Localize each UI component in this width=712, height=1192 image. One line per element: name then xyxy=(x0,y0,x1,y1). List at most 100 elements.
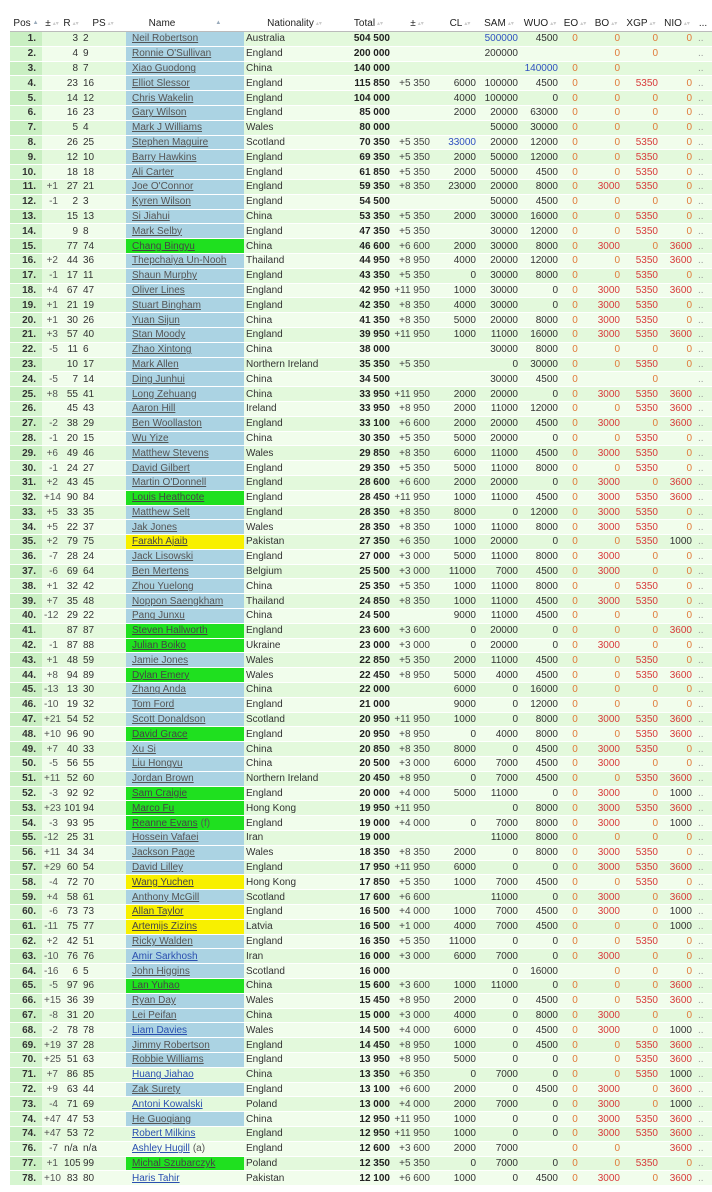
column-header-eo[interactable]: EO ▴▾ xyxy=(560,16,590,32)
player-link[interactable]: Anthony McGill xyxy=(132,891,200,903)
player-link[interactable]: Jackson Page xyxy=(132,847,195,859)
player-link[interactable]: Amir Sarkhosh xyxy=(132,950,198,962)
sort-icon[interactable]: ▴▾ xyxy=(464,20,471,27)
player-link[interactable]: Farakh Ajaib xyxy=(132,536,188,548)
player-link[interactable]: Mark J Williams xyxy=(132,122,202,134)
sort-icon[interactable]: ▴▾ xyxy=(507,20,514,27)
player-link[interactable]: Xiao Guodong xyxy=(132,62,196,74)
player-link[interactable]: Steven Hallworth xyxy=(132,625,208,637)
player-link[interactable]: Neil Robertson xyxy=(132,33,199,45)
player-link[interactable]: Pang Junxu xyxy=(132,610,185,622)
player-link[interactable]: Ryan Day xyxy=(132,995,176,1007)
column-header-name[interactable]: Name ▲ xyxy=(126,16,244,32)
player-link[interactable]: Jak Jones xyxy=(132,521,178,533)
player-link[interactable]: Huang Jiahao xyxy=(132,1069,194,1081)
player-link[interactable]: Tom Ford xyxy=(132,699,175,711)
player-link[interactable]: Jack Lisowski xyxy=(132,551,194,563)
player-link[interactable]: Zak Surety xyxy=(132,1083,181,1095)
player-link[interactable]: Artemijs Zizins xyxy=(132,921,198,933)
player-link[interactable]: Zhang Anda xyxy=(132,684,186,696)
sort-icon[interactable]: ▴▾ xyxy=(683,20,690,27)
player-link[interactable]: Zhao Xintong xyxy=(132,344,192,356)
column-header-xgp[interactable]: XGP ▴▾ xyxy=(622,16,660,32)
player-link[interactable]: Ronnie O'Sullivan xyxy=(132,48,212,60)
player-link[interactable]: Shaun Murphy xyxy=(132,270,198,282)
player-link[interactable]: Scott Donaldson xyxy=(132,714,206,726)
player-link[interactable]: Joe O'Connor xyxy=(132,181,194,193)
player-link[interactable]: Jimmy Robertson xyxy=(132,1039,210,1051)
sort-ascending-icon[interactable]: ▲ xyxy=(215,20,222,27)
player-link[interactable]: Liam Davies xyxy=(132,1024,188,1036)
player-link[interactable]: Ding Junhui xyxy=(132,373,185,385)
player-link[interactable]: Jamie Jones xyxy=(132,654,189,666)
column-header-total[interactable]: Total ▴▾ xyxy=(345,16,392,32)
sort-icon[interactable]: ▴▾ xyxy=(649,20,656,27)
player-link[interactable]: Gary Wilson xyxy=(132,107,187,119)
sort-icon[interactable]: ▴▾ xyxy=(377,20,384,27)
column-header-more[interactable]: ... xyxy=(694,16,712,32)
player-link[interactable]: Chang Bingyu xyxy=(132,240,195,252)
player-link[interactable]: Stan Moody xyxy=(132,329,186,341)
player-link[interactable]: Ali Carter xyxy=(132,166,174,178)
player-link[interactable]: Robert Milkins xyxy=(132,1128,196,1140)
player-link[interactable]: Reanne Evans xyxy=(132,817,198,829)
player-link[interactable]: Noppon Saengkham xyxy=(132,595,224,607)
player-link[interactable]: Matthew Stevens xyxy=(132,447,209,459)
player-link[interactable]: Marco Fu xyxy=(132,802,175,814)
player-link[interactable]: Si Jiahui xyxy=(132,210,170,222)
player-link[interactable]: Kyren Wilson xyxy=(132,196,191,208)
player-link[interactable]: Thepchaiya Un-Nooh xyxy=(132,255,227,267)
sort-icon[interactable]: ▴▾ xyxy=(52,20,59,27)
player-link[interactable]: David Lilley xyxy=(132,862,184,874)
player-link[interactable]: Stuart Bingham xyxy=(132,299,201,311)
column-header-chg[interactable]: ± ▴▾ xyxy=(42,16,62,32)
player-link[interactable]: Louis Heathcote xyxy=(132,492,205,504)
sort-icon[interactable]: ▴▾ xyxy=(315,20,322,27)
player-link[interactable]: Oliver Lines xyxy=(132,284,185,296)
player-link[interactable]: Sam Craigie xyxy=(132,788,188,800)
column-header-r[interactable]: R ▴▾ xyxy=(62,16,80,32)
player-link[interactable]: Chris Wakelin xyxy=(132,92,194,104)
column-header-pos[interactable]: Pos ▲ xyxy=(10,16,42,32)
player-link[interactable]: Dylan Emery xyxy=(132,669,190,681)
player-link[interactable]: Mark Allen xyxy=(132,358,179,370)
sort-ascending-icon[interactable]: ▲ xyxy=(32,20,39,27)
player-link[interactable]: David Grace xyxy=(132,728,188,740)
column-header-cl[interactable]: CL ▴▾ xyxy=(442,16,478,32)
sort-icon[interactable]: ▴▾ xyxy=(580,20,587,27)
player-link[interactable]: Xu Si xyxy=(132,743,156,755)
player-link[interactable]: Lei Peifan xyxy=(132,1009,177,1021)
player-link[interactable]: Ashley Hugill xyxy=(132,1143,190,1155)
player-link[interactable]: Julian Boiko xyxy=(132,640,186,652)
player-link[interactable]: Ben Woollaston xyxy=(132,418,202,430)
player-link[interactable]: Wu Yize xyxy=(132,432,169,444)
player-link[interactable]: Michal Szubarczyk xyxy=(132,1157,216,1169)
player-link[interactable]: Barry Hawkins xyxy=(132,151,197,163)
sort-icon[interactable]: ▴▾ xyxy=(611,20,618,27)
player-link[interactable]: Robbie Williams xyxy=(132,1054,204,1066)
player-link[interactable]: Elliot Slessor xyxy=(132,77,190,89)
sort-icon[interactable]: ▴▾ xyxy=(72,20,79,27)
column-header-nationality[interactable]: Nationality ▴▾ xyxy=(244,16,345,32)
player-link[interactable]: Ricky Walden xyxy=(132,936,193,947)
column-header-sam[interactable]: SAM ▴▾ xyxy=(478,16,520,32)
player-link[interactable]: Matthew Selt xyxy=(132,506,190,518)
sort-icon[interactable]: ▴▾ xyxy=(550,20,557,27)
player-link[interactable]: David Gilbert xyxy=(132,462,190,474)
player-link[interactable]: Liu Hongyu xyxy=(132,758,183,770)
player-link[interactable]: Long Zehuang xyxy=(132,388,197,400)
player-link[interactable]: Zhou Yuelong xyxy=(132,580,194,592)
column-header-ps[interactable]: PS ▴▾ xyxy=(80,16,126,32)
column-header-bo[interactable]: BO ▴▾ xyxy=(590,16,622,32)
player-link[interactable]: Wang Yuchen xyxy=(132,876,194,888)
player-link[interactable]: Mark Selby xyxy=(132,225,183,237)
player-link[interactable]: Martin O'Donnell xyxy=(132,477,207,489)
player-link[interactable]: Stephen Maguire xyxy=(132,136,209,148)
sort-icon[interactable]: ▴▾ xyxy=(107,20,114,27)
player-link[interactable]: Yuan Sijun xyxy=(132,314,180,326)
player-link[interactable]: Allan Taylor xyxy=(132,906,184,918)
player-link[interactable]: He Guoqiang xyxy=(132,1113,191,1125)
column-header-wuo[interactable]: WUO ▴▾ xyxy=(520,16,560,32)
player-link[interactable]: Ben Mertens xyxy=(132,566,189,578)
player-link[interactable]: Hossein Vafaei xyxy=(132,832,199,844)
